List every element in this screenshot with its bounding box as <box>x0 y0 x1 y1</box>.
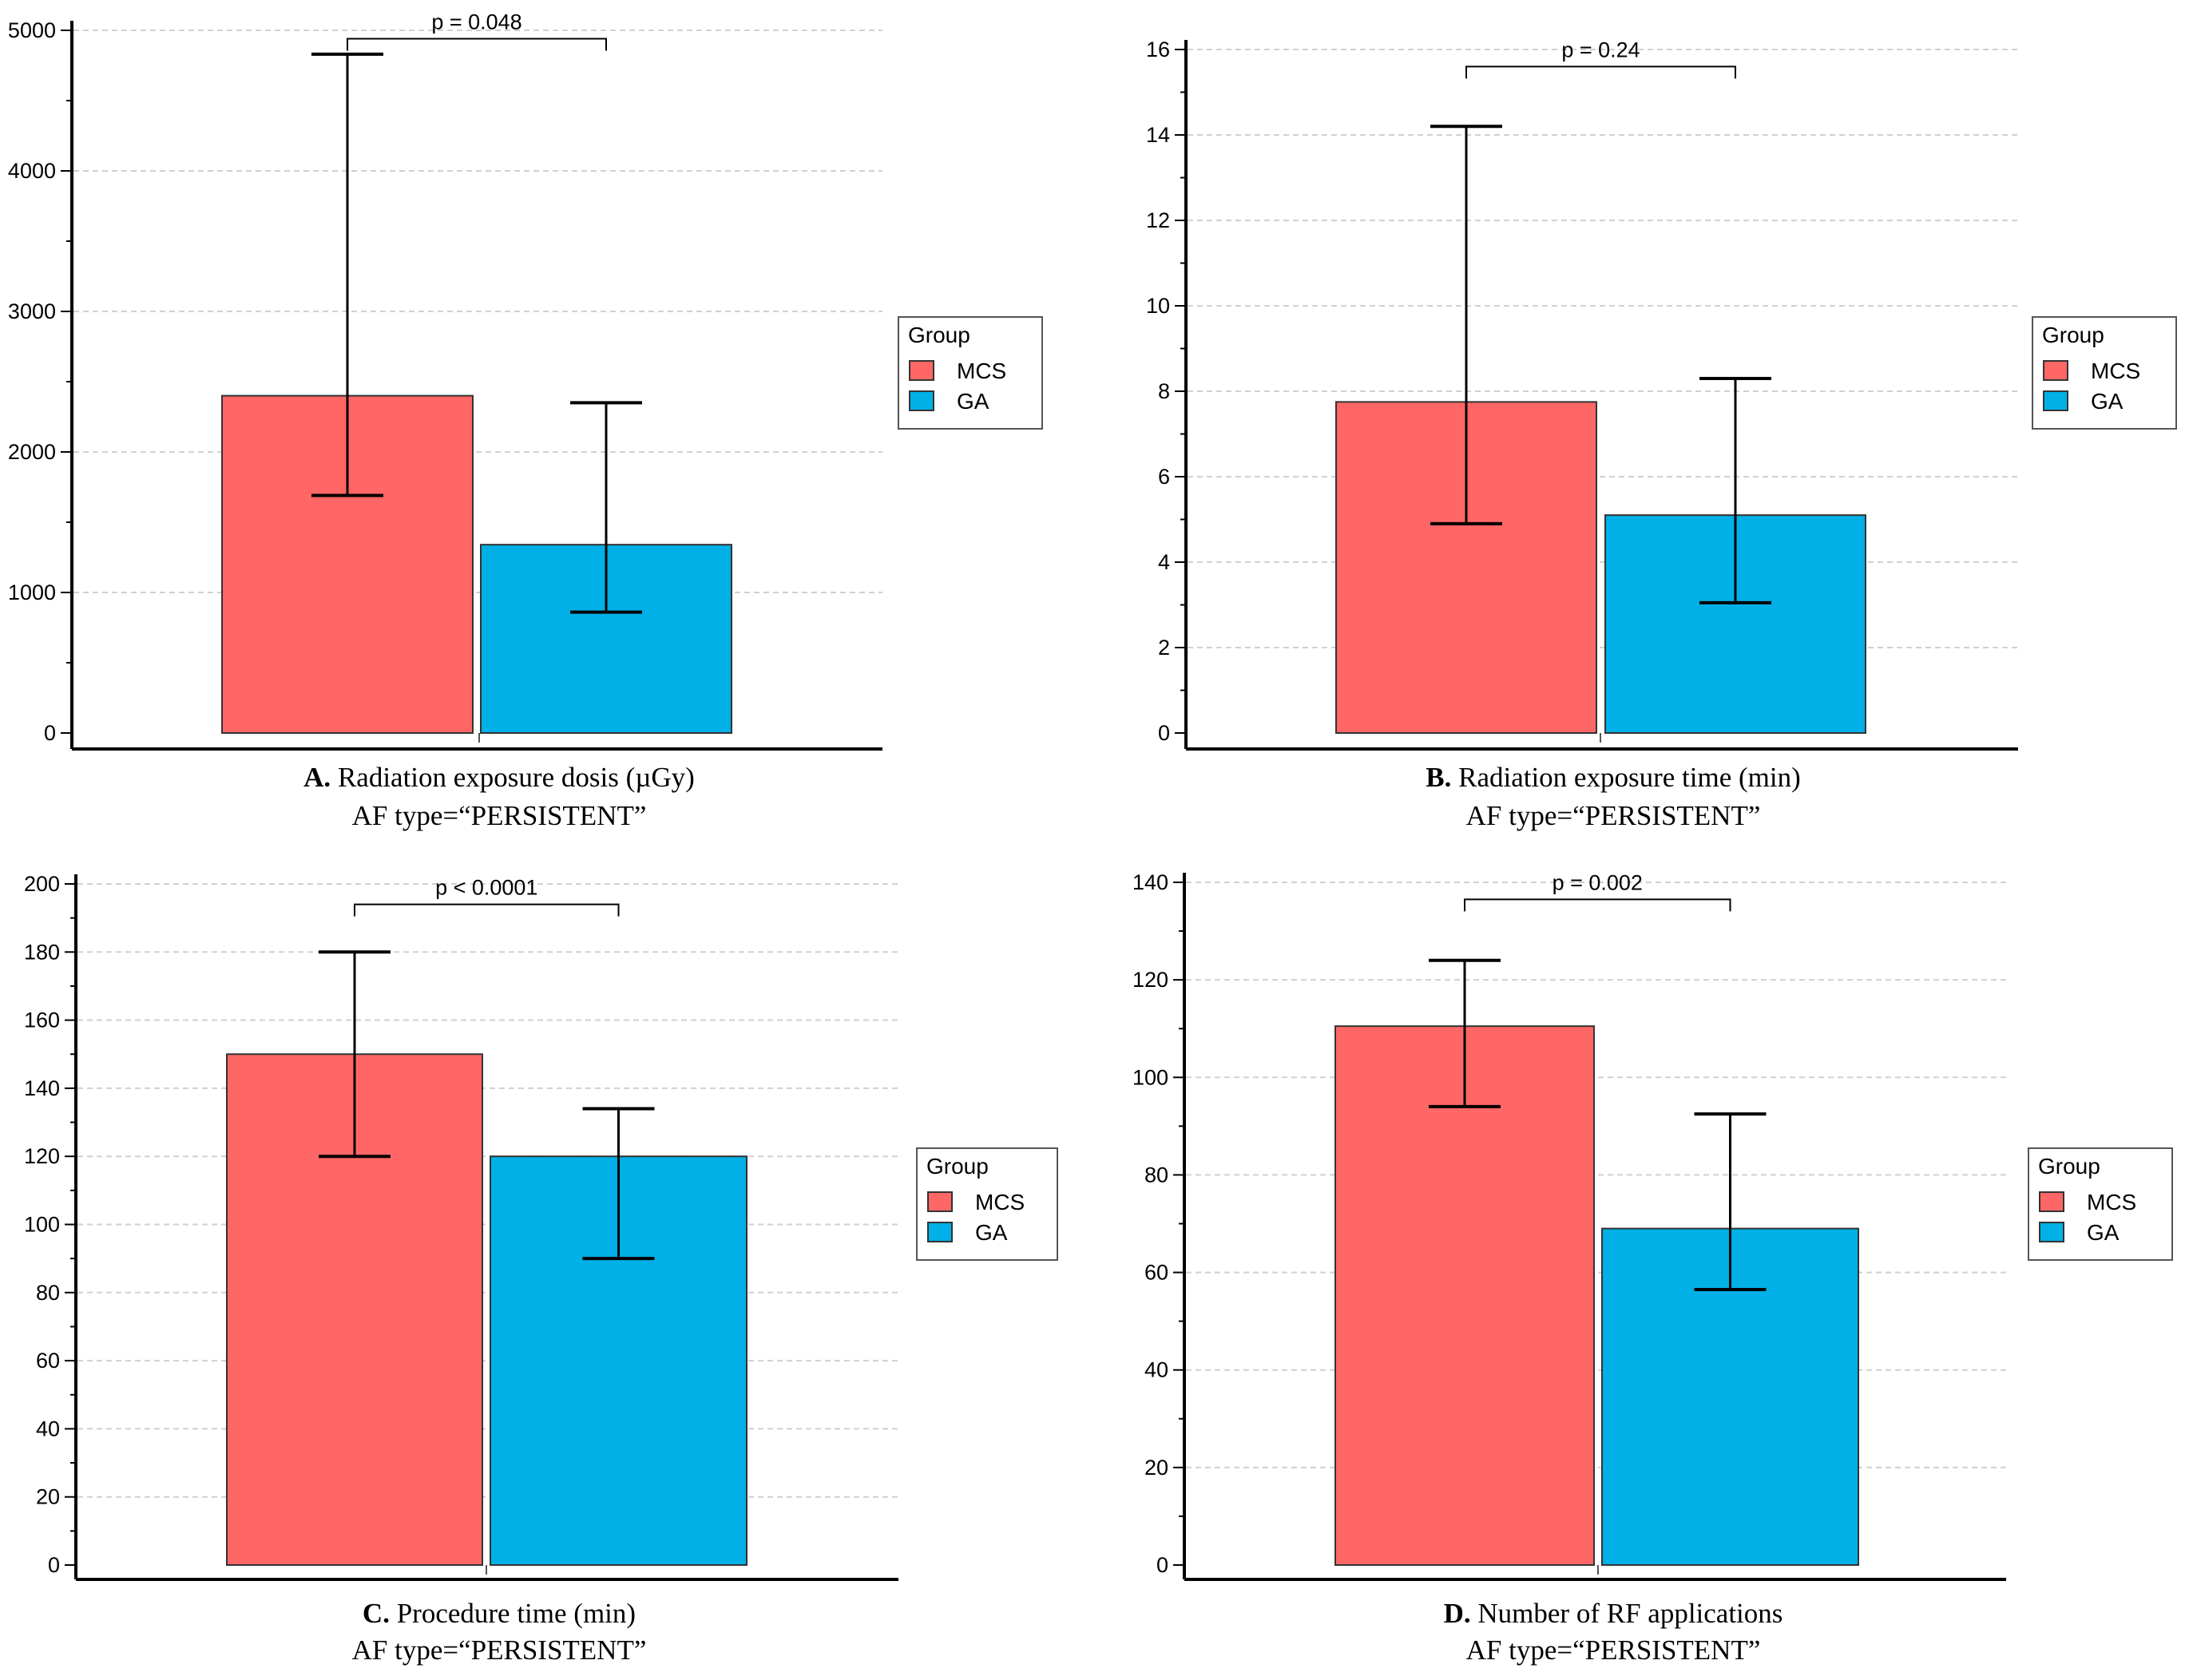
caption-title: C. Procedure time (min) <box>363 1598 636 1629</box>
y-tick-label: 140 <box>1132 870 1168 894</box>
caption-letter: A. <box>303 762 331 793</box>
legend-swatch-ga <box>909 390 934 411</box>
legend-swatch-ga <box>2043 390 2068 411</box>
y-tick-label: 100 <box>1132 1065 1168 1089</box>
p-value-label: p = 0.24 <box>1561 38 1640 61</box>
y-tick-label: 40 <box>1144 1358 1168 1382</box>
y-tick-label: 6 <box>1158 465 1170 489</box>
legend-swatch-mcs <box>2043 360 2068 381</box>
caption-text: Radiation exposure time (min) <box>1451 762 1800 793</box>
y-tick-label: 60 <box>36 1349 60 1373</box>
significance-bracket <box>354 903 620 917</box>
y-tick-label: 2000 <box>8 440 56 464</box>
y-tick-label: 2 <box>1158 636 1170 660</box>
caption-text: Radiation exposure dosis (µGy) <box>331 762 695 793</box>
y-tick-label: 180 <box>24 940 60 964</box>
legend-label-ga: GA <box>2091 389 2124 414</box>
legend-title: Group <box>908 323 970 347</box>
error-bar-mcs <box>1430 125 1502 525</box>
y-tick-label: 60 <box>1144 1261 1168 1285</box>
error-bar-ga <box>1694 1112 1767 1291</box>
chart-panel-b: 0 2 4 6 8 10 12 14 16 p = 0.24 Group MCS GA B. Radiat… <box>1146 38 2177 831</box>
caption-title: B. Radiation exposure time (min) <box>1426 762 1801 793</box>
p-value-label: p < 0.0001 <box>435 876 537 900</box>
y-tick-label: 120 <box>1132 968 1168 992</box>
chart-panel-d: 0 20 40 60 80 100 120 140 p = 0.002 Group MCS GA D. … <box>1132 870 2173 1666</box>
y-tick-label: 10 <box>1146 294 1170 318</box>
y-tick-label: 20 <box>36 1485 60 1509</box>
y-tick-label: 80 <box>36 1281 60 1305</box>
chart-panel-c: 0 20 40 60 80 100 120 140 160 180 200 p < 0.0001 Gro… <box>24 872 1058 1666</box>
y-tick-label: 160 <box>24 1008 60 1032</box>
legend-label-mcs: MCS <box>2087 1190 2136 1214</box>
legend-swatch-mcs <box>909 360 934 381</box>
error-bar-mcs <box>319 950 391 1159</box>
caption-subtitle: AF type=“PERSISTENT” <box>1466 800 1761 831</box>
y-tick-label: 40 <box>36 1417 60 1440</box>
y-tick-label: 0 <box>1158 721 1170 745</box>
legend: Group MCS GA <box>2032 316 2177 430</box>
legend-swatch-ga <box>2039 1222 2064 1242</box>
legend-label-mcs: MCS <box>975 1190 1025 1214</box>
y-tick-label: 4 <box>1158 550 1170 574</box>
error-bar-ga <box>570 401 642 614</box>
legend: Group MCS GA <box>898 316 1043 430</box>
y-tick-label: 200 <box>24 872 60 896</box>
y-tick-label: 0 <box>1156 1553 1168 1577</box>
legend-title: Group <box>2042 323 2104 347</box>
y-tick-label: 140 <box>24 1076 60 1100</box>
legend-swatch-ga <box>927 1222 953 1242</box>
error-bar-mcs <box>1429 958 1501 1108</box>
error-bar-ga <box>1699 376 1771 604</box>
legend-title: Group <box>926 1154 989 1179</box>
caption-title: D. Number of RF applications <box>1444 1598 1783 1629</box>
significance-bracket <box>1465 65 1736 79</box>
y-tick-label: 1000 <box>8 580 56 604</box>
p-value-label: p = 0.002 <box>1553 870 1643 894</box>
legend-label-ga: GA <box>975 1220 1008 1245</box>
legend-label-ga: GA <box>2087 1220 2120 1245</box>
y-tick-label: 3000 <box>8 299 56 323</box>
legend-label-mcs: MCS <box>957 359 1006 383</box>
y-tick-label: 120 <box>24 1144 60 1168</box>
chart-panel-a: 0 1000 2000 3000 4000 5000 p = 0.048 Group MCS GA… <box>8 10 1043 831</box>
y-tick-label: 0 <box>44 721 56 745</box>
caption-letter: D. <box>1444 1598 1471 1629</box>
caption-letter: B. <box>1426 762 1451 793</box>
y-tick-label: 8 <box>1158 379 1170 403</box>
legend-title: Group <box>2038 1154 2100 1179</box>
y-tick-label: 5000 <box>8 18 56 42</box>
y-tick-label: 20 <box>1144 1456 1168 1480</box>
p-value-label: p = 0.048 <box>431 10 521 34</box>
legend: Group MCS GA <box>916 1147 1058 1261</box>
y-tick-label: 80 <box>1144 1163 1168 1187</box>
caption-text: Procedure time (min) <box>390 1598 636 1629</box>
y-tick-label: 12 <box>1146 208 1170 232</box>
y-tick-label: 16 <box>1146 38 1170 61</box>
legend-swatch-mcs <box>927 1191 953 1212</box>
significance-bracket <box>347 38 607 51</box>
error-bar-mcs <box>311 52 383 497</box>
caption-text: Number of RF applications <box>1471 1598 1783 1629</box>
caption-subtitle: AF type=“PERSISTENT” <box>352 1634 647 1666</box>
y-tick-label: 0 <box>48 1553 60 1577</box>
legend-label-ga: GA <box>957 389 989 414</box>
legend: Group MCS GA <box>2028 1147 2173 1261</box>
y-tick-label: 4000 <box>8 159 56 183</box>
caption-letter: C. <box>363 1598 390 1629</box>
legend-swatch-mcs <box>2039 1191 2064 1212</box>
y-tick-label: 100 <box>24 1213 60 1237</box>
significance-bracket <box>1464 898 1731 912</box>
legend-label-mcs: MCS <box>2091 359 2140 383</box>
y-tick-label: 14 <box>1146 123 1170 147</box>
caption-title: A. Radiation exposure dosis (µGy) <box>303 762 695 793</box>
bar-mcs <box>1334 1025 1595 1567</box>
caption-subtitle: AF type=“PERSISTENT” <box>1466 1634 1761 1666</box>
caption-subtitle: AF type=“PERSISTENT” <box>352 800 647 831</box>
error-bar-ga <box>582 1107 655 1261</box>
